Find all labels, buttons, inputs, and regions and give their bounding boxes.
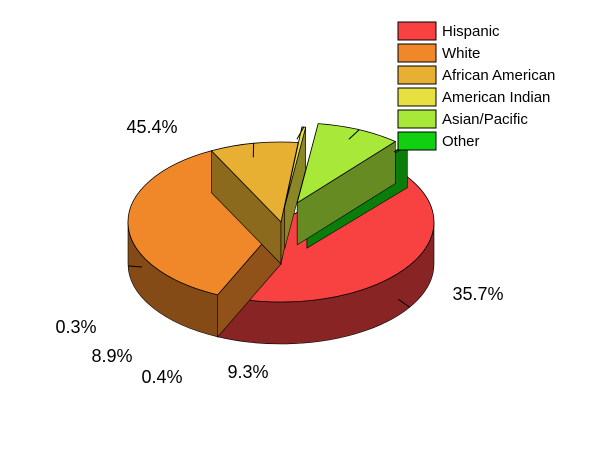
data-label: 9.3% [227,362,268,382]
legend-swatch [397,21,437,41]
legend-label: Hispanic [442,23,500,40]
legend-label: White [442,45,480,62]
legend-label: American Indian [442,89,550,106]
slice-top [284,126,307,207]
legend-swatch [397,43,437,63]
legend-label: Asian/Pacific [442,111,528,128]
data-label: 35.7% [452,284,503,304]
data-label: 8.9% [91,346,132,366]
legend-swatch [397,131,437,151]
leader-line [348,129,360,140]
data-label: 0.3% [55,317,96,337]
data-label: 0.4% [141,367,182,387]
leader-line [127,265,143,268]
legend-swatch [397,87,437,107]
leader-line [397,298,411,308]
data-label: 45.4% [126,117,177,137]
legend-swatch [397,109,437,129]
legend-label: African American [442,67,555,84]
legend-swatch [397,65,437,85]
leader-line [296,126,305,140]
legend-label: Other [442,133,480,150]
